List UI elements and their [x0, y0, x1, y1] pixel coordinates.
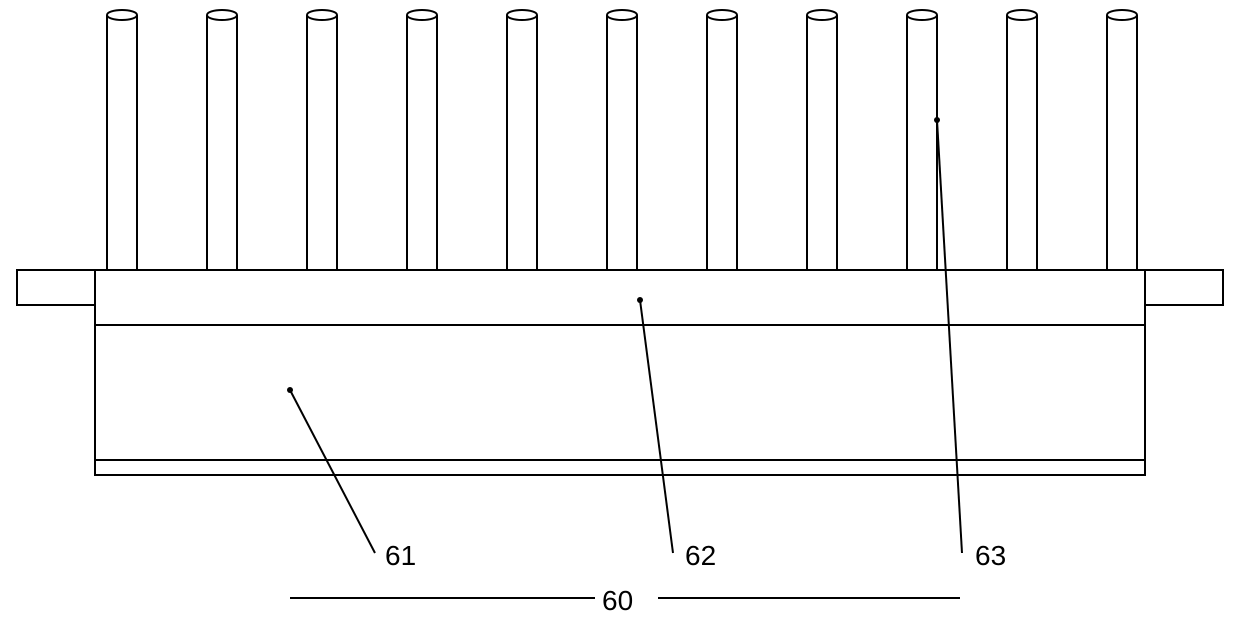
label-60: 60	[602, 585, 633, 617]
label-61: 61	[385, 540, 416, 572]
label-62: 62	[685, 540, 716, 572]
technical-diagram: 61 62 63 60	[0, 0, 1239, 630]
label-63: 63	[975, 540, 1006, 572]
diagram-svg	[0, 0, 1239, 630]
